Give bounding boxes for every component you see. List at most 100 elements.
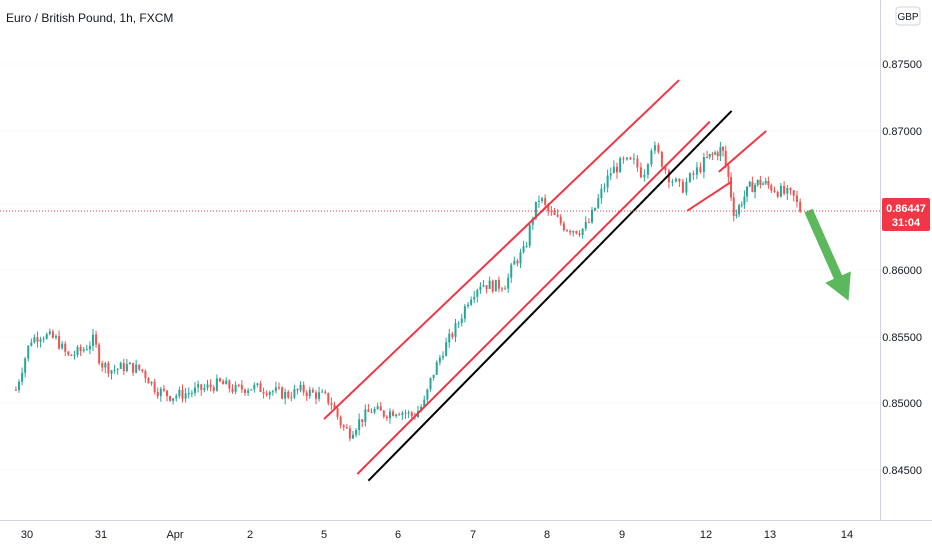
candle-body <box>281 387 284 399</box>
candle-body <box>150 381 153 384</box>
candle-body <box>138 364 141 370</box>
candle-body <box>537 200 540 202</box>
channel-lower-line[interactable] <box>356 120 711 475</box>
candle-body <box>247 390 250 393</box>
candle-body <box>24 358 27 373</box>
last-price-value: 0.86447 <box>886 203 926 215</box>
y-tick-label: 0.87000 <box>882 126 922 138</box>
x-tick-label: 5 <box>321 529 327 541</box>
candle-body <box>735 214 738 216</box>
candle-body <box>244 389 246 393</box>
candle-body <box>569 231 572 233</box>
candle-body <box>212 387 215 391</box>
small-channel-lower-line[interactable] <box>686 181 732 212</box>
candle-body <box>528 224 531 246</box>
candle-body <box>494 279 497 292</box>
candle-body <box>516 260 519 264</box>
candle-body <box>321 391 324 393</box>
candle-body <box>722 146 725 151</box>
candle-body <box>64 343 67 352</box>
candle-body <box>132 362 135 373</box>
currency-badge[interactable]: GBP <box>895 6 921 26</box>
candle-body <box>104 363 107 368</box>
candle-body <box>762 183 765 185</box>
candle-body <box>695 167 698 175</box>
candle-body <box>629 157 632 160</box>
candle-body <box>355 430 358 435</box>
candle-body <box>388 411 391 419</box>
candle-body <box>650 150 653 165</box>
candle-body <box>17 381 20 390</box>
candle-body <box>33 337 36 343</box>
candle-body <box>215 378 218 391</box>
candle-body <box>779 185 782 197</box>
candle-body <box>706 156 709 158</box>
y-tick-label: 0.86000 <box>882 265 922 277</box>
candle-body <box>767 181 770 186</box>
candle-body <box>39 339 42 342</box>
candle-body <box>622 158 625 160</box>
small-channel-upper-line[interactable] <box>718 130 767 173</box>
candle-body <box>373 409 376 413</box>
candle-body <box>42 338 45 340</box>
candle-body <box>376 406 379 410</box>
candle-body <box>54 336 57 338</box>
candle-body <box>657 145 660 152</box>
candle-body <box>27 345 30 359</box>
candle-body <box>426 389 429 400</box>
candle-body <box>457 323 460 325</box>
candle-body <box>339 416 342 426</box>
candle-body <box>616 166 618 173</box>
candle-body <box>612 166 615 174</box>
candle-body <box>751 181 754 193</box>
candle-body <box>336 408 339 417</box>
candle-body <box>479 286 482 291</box>
candle-body <box>82 349 85 352</box>
candle-body <box>256 383 259 385</box>
candle-body <box>203 387 206 390</box>
candle-body <box>660 151 663 167</box>
channel-upper-line[interactable] <box>323 79 680 420</box>
candle-body <box>504 288 507 290</box>
candle-body <box>240 385 243 390</box>
candle-body <box>708 154 711 158</box>
candle-body <box>724 150 727 166</box>
y-tick-label: 0.84500 <box>882 465 922 477</box>
candle-body <box>79 346 82 352</box>
candle-body <box>296 388 299 391</box>
candle-body <box>748 181 751 187</box>
candle-body <box>345 427 348 429</box>
candle-body <box>759 179 762 185</box>
candle-body <box>727 165 730 177</box>
candle-body <box>119 362 122 369</box>
candle-body <box>48 331 51 335</box>
candle-body <box>30 342 33 346</box>
candle-body <box>156 391 159 397</box>
x-tick-label: 13 <box>764 529 776 541</box>
support-line[interactable] <box>367 110 733 482</box>
candle-body <box>324 391 327 393</box>
candle-body <box>491 280 494 292</box>
x-tick-label: 30 <box>21 529 33 541</box>
candle-body <box>197 384 200 388</box>
candle-body <box>159 388 162 397</box>
candle-body <box>73 354 76 356</box>
candle-body <box>392 411 395 416</box>
candle-body <box>738 205 741 215</box>
candle-body <box>445 342 448 356</box>
candle-body <box>485 285 488 289</box>
candle-body <box>681 181 684 193</box>
x-tick-label: 6 <box>395 529 401 541</box>
candle-body <box>795 195 798 202</box>
candle-body <box>531 218 534 225</box>
candle-body <box>581 228 584 235</box>
forecast-arrow[interactable] <box>804 208 851 301</box>
candle-body <box>113 369 116 371</box>
candle-body <box>91 334 94 346</box>
candle-body <box>632 158 635 160</box>
candle-body <box>730 176 733 198</box>
candle-body <box>467 304 469 307</box>
y-tick-label: 0.85500 <box>882 332 922 344</box>
candle-body <box>473 296 476 300</box>
